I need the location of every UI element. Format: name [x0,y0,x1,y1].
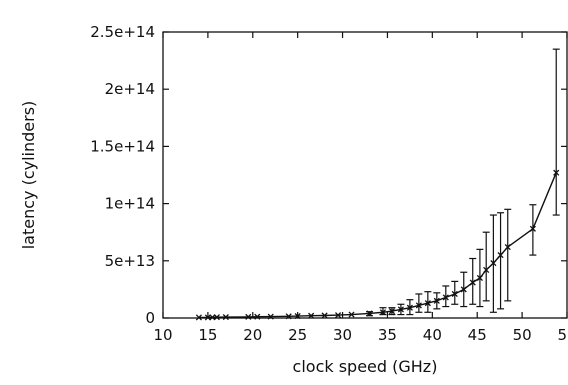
data-point [415,302,422,309]
y-tick-label: 2e+14 [105,80,155,98]
data-point [348,311,355,318]
data-point [433,297,440,304]
x-tick-label: 40 [423,326,442,344]
data-point [388,308,395,315]
data-point [460,286,467,293]
y-tick-label: 5e+13 [105,252,155,270]
data-point [222,314,229,321]
y-tick-label: 1e+14 [105,195,155,213]
data-point [476,274,483,282]
data-point [451,290,458,298]
data-point [424,300,431,307]
x-tick-label: 35 [378,326,397,344]
data-point [335,312,342,319]
data-point [529,225,536,232]
data-point [553,169,560,176]
y-tick-label: 0 [145,309,155,327]
plot-area-frame [162,31,568,319]
data-point [397,306,404,313]
x-tick-label: 50 [513,326,532,344]
data-point [490,260,497,267]
data-point [442,294,449,301]
ticks-layer: 10 15 20 25 30 35 40 45 50 55 0 5e+13 1e+14 1.5e+14 2e… [90,23,568,344]
x-tick-label: 20 [243,326,262,344]
data-point [504,244,511,251]
y-axis-label: latency (cylinders) [19,101,38,250]
data-point [497,252,504,259]
x-tick-label: 30 [333,326,352,344]
data-point [321,312,328,319]
marker-layer [195,169,560,321]
data-point [213,314,220,321]
data-point [483,266,490,274]
x-tick-label: 45 [468,326,487,344]
data-point [469,279,476,286]
data-point [406,304,413,311]
data-point [366,310,373,317]
x-tick-label: 55 [557,326,568,344]
x-axis-label: clock speed (GHz) [293,357,438,376]
errorbar-layer [365,48,560,317]
y-tick-label: 1.5e+14 [90,137,155,155]
data-point [379,309,387,316]
x-tick-label: 25 [288,326,307,344]
line-layer [198,172,557,319]
x-tick-label: 10 [153,326,172,344]
y-tick-label: 2.5e+14 [90,23,155,41]
x-tick-label: 15 [198,326,217,344]
series-line [198,172,557,319]
